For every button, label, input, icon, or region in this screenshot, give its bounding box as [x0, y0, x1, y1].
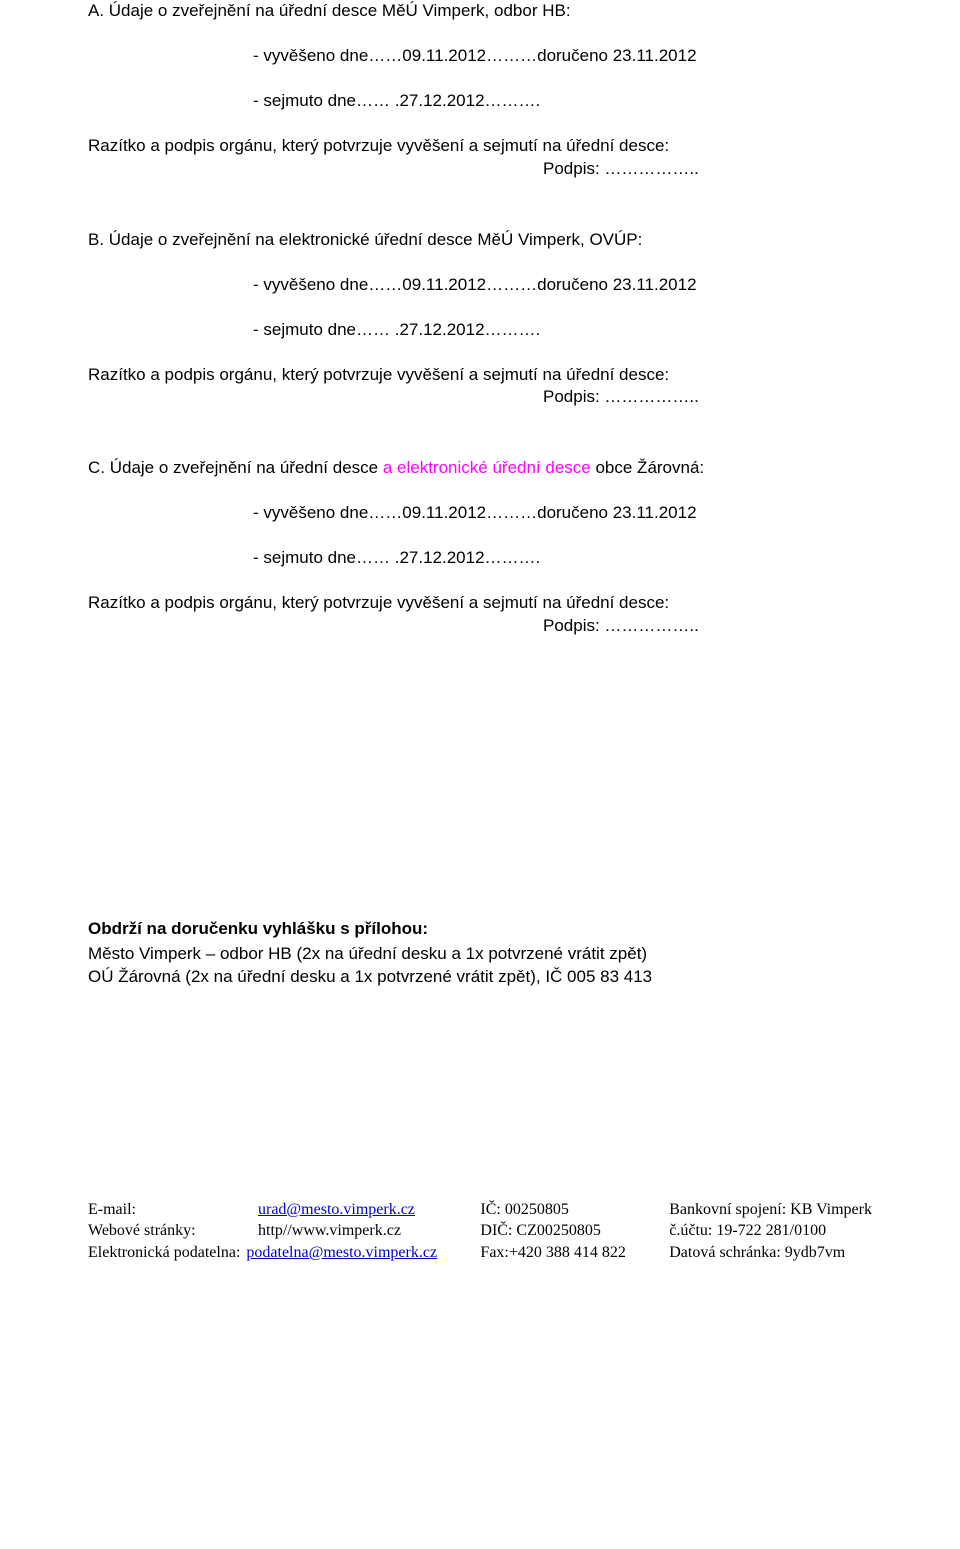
section-b-stamp: Razítko a podpis orgánu, který potvrzuje…	[88, 364, 872, 387]
section-b-signature: Podpis: ……………..	[88, 386, 872, 409]
section-c-stamp: Razítko a podpis orgánu, který potvrzuje…	[88, 592, 872, 615]
recipients-line-1: Město Vimperk – odbor HB (2x na úřední d…	[88, 943, 872, 966]
section-a-dates: - vyvěšeno dne……09.11.2012………doručeno 23…	[88, 45, 872, 113]
footer-podatelna-label: Elektronická podatelna:	[88, 1242, 240, 1264]
footer-col-3: Bankovní spojení: KB Vimperk č.účtu: 19-…	[669, 1199, 872, 1264]
footer-podatelna-row: Elektronická podatelna: podatelna@mesto.v…	[88, 1242, 437, 1264]
section-c-heading: C. Údaje o zveřejnění na úřední desce a …	[88, 457, 872, 480]
section-a-heading: A. Údaje o zveřejnění na úřední desce Mě…	[88, 0, 872, 23]
footer-fax: Fax:+420 388 414 822	[480, 1242, 625, 1264]
section-a-posted: - vyvěšeno dne……09.11.2012………doručeno 23…	[253, 45, 872, 68]
recipients-heading: Obdrží na doručenku vyhlášku s přílohou:	[88, 918, 872, 941]
recipients-line-2: OÚ Žárovná (2x na úřední desku a 1x potv…	[88, 966, 872, 989]
section-c-heading-highlight: a elektronické úřední desce	[383, 458, 591, 477]
section-c-dates: - vyvěšeno dne……09.11.2012………doručeno 23…	[88, 502, 872, 570]
section-b-removed: - sejmuto dne…… .27.12.2012……….	[253, 319, 872, 342]
section-b-dates: - vyvěšeno dne……09.11.2012………doručeno 23…	[88, 274, 872, 342]
section-b: B. Údaje o zveřejnění na elektronické úř…	[88, 229, 872, 410]
section-a-signature: Podpis: ……………..	[88, 158, 872, 181]
footer-podatelna-link[interactable]: podatelna@mesto.vimperk.cz	[246, 1244, 437, 1261]
footer-ic: IČ: 00250805	[480, 1199, 625, 1221]
section-a-stamp: Razítko a podpis orgánu, který potvrzuje…	[88, 135, 872, 158]
footer-web-label: Webové stránky:	[88, 1220, 258, 1242]
footer: E-mail:urad@mesto.vimperk.cz Webové strá…	[88, 1199, 872, 1264]
section-c-heading-suffix: obce Žárovná:	[591, 458, 704, 477]
section-b-posted: - vyvěšeno dne……09.11.2012………doručeno 23…	[253, 274, 872, 297]
footer-web-row: Webové stránky:http//www.vimperk.cz	[88, 1220, 437, 1242]
footer-bank: Bankovní spojení: KB Vimperk	[669, 1199, 872, 1221]
footer-col-2: IČ: 00250805 DIČ: CZ00250805 Fax:+420 38…	[480, 1199, 625, 1264]
section-b-heading: B. Údaje o zveřejnění na elektronické úř…	[88, 229, 872, 252]
footer-web-value: http//www.vimperk.cz	[258, 1222, 401, 1239]
section-a: A. Údaje o zveřejnění na úřední desce Mě…	[88, 0, 872, 181]
section-c-heading-prefix: C. Údaje o zveřejnění na úřední desce	[88, 458, 383, 477]
section-c: C. Údaje o zveřejnění na úřední desce a …	[88, 457, 872, 638]
footer-email-link[interactable]: urad@mesto.vimperk.cz	[258, 1201, 415, 1218]
footer-dic: DIČ: CZ00250805	[480, 1220, 625, 1242]
spacer	[88, 638, 872, 918]
footer-email-label: E-mail:	[88, 1199, 258, 1221]
recipients-block: Obdrží na doručenku vyhlášku s přílohou:…	[88, 918, 872, 989]
section-c-posted: - vyvěšeno dne……09.11.2012………doručeno 23…	[253, 502, 872, 525]
section-c-signature: Podpis: ……………..	[88, 615, 872, 638]
footer-col-1: E-mail:urad@mesto.vimperk.cz Webové strá…	[88, 1199, 437, 1264]
footer-email-row: E-mail:urad@mesto.vimperk.cz	[88, 1199, 437, 1221]
section-c-removed: - sejmuto dne…… .27.12.2012……….	[253, 547, 872, 570]
footer-account: č.účtu: 19-722 281/0100	[669, 1220, 872, 1242]
footer-databox: Datová schránka: 9ydb7vm	[669, 1242, 872, 1264]
section-a-removed: - sejmuto dne…… .27.12.2012……….	[253, 90, 872, 113]
